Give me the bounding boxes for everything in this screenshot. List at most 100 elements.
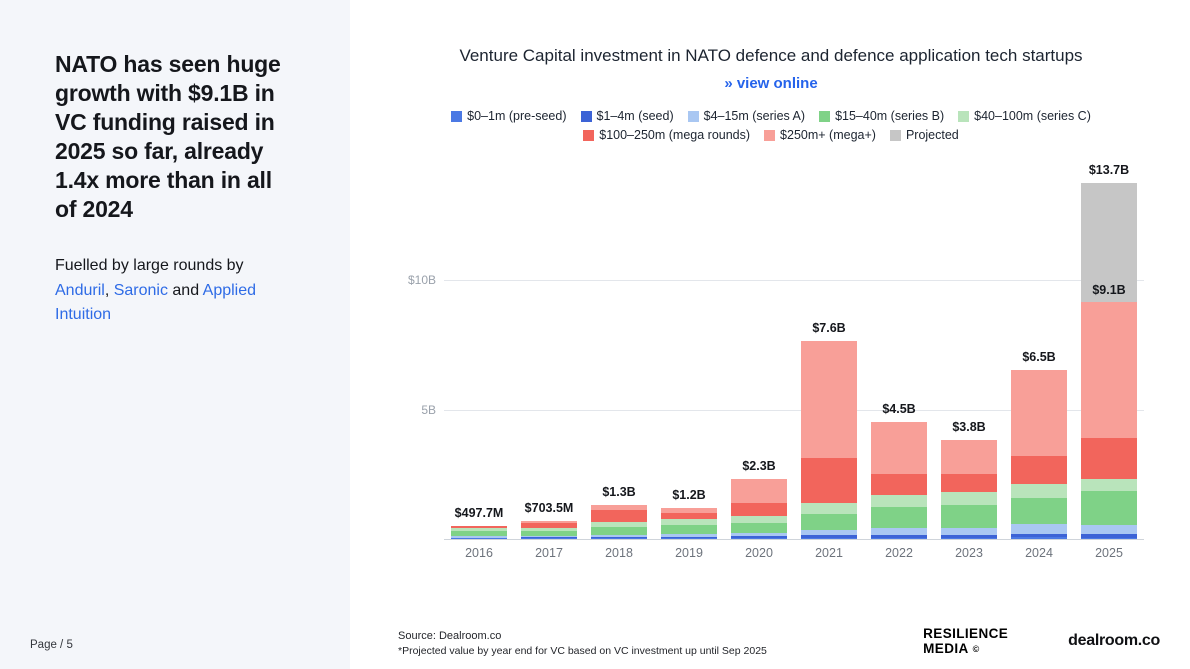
bar-segment	[661, 519, 717, 525]
x-axis-tick-label: 2025	[1095, 546, 1123, 560]
body-separator: and	[167, 281, 203, 299]
bar-segment	[731, 536, 787, 538]
bar-segment	[591, 534, 647, 537]
dealroom-logo: dealroom.co	[1068, 632, 1160, 650]
bar-segment	[1011, 484, 1067, 499]
bar-2024	[1011, 370, 1067, 539]
link-saronic[interactable]: Saronic	[113, 281, 168, 299]
resilience-media-logo: RESILIENCE MEDIA ©	[923, 626, 1008, 657]
legend-item: $1–4m (seed)	[580, 109, 674, 123]
bar-segment	[591, 527, 647, 535]
legend-item: $4–15m (series A)	[687, 109, 806, 123]
bar-segment	[661, 507, 717, 513]
bar-2018	[591, 505, 647, 539]
bar-total-label: $703.5M	[524, 500, 574, 515]
legend-swatch	[764, 129, 776, 141]
bar-total-label: $1.3B	[602, 485, 636, 500]
bar-segment	[731, 522, 787, 533]
bar-2019	[661, 507, 717, 539]
legend-label: $0–1m (pre-seed)	[467, 109, 567, 123]
bar-total-label: $497.7M	[454, 506, 504, 520]
bar-segment	[941, 528, 997, 535]
bar-segment	[941, 492, 997, 505]
footnote: *Projected value by year end for VC base…	[398, 645, 767, 657]
legend-label: $15–40m (series B)	[835, 109, 945, 123]
legend-label: $4–15m (series A)	[703, 109, 806, 123]
bar-2023	[941, 440, 997, 539]
bar-segment	[801, 458, 857, 503]
bar-2020	[731, 479, 787, 539]
bar-segment	[731, 537, 787, 539]
x-axis-tick-label: 2020	[745, 546, 773, 560]
bar-segment	[1081, 537, 1137, 539]
bar-segment	[871, 528, 927, 535]
bar-segment	[451, 526, 507, 529]
bar-segment	[661, 538, 717, 539]
bar-2021	[801, 341, 857, 539]
bar-segment	[661, 513, 717, 520]
x-axis-tick-label: 2023	[955, 546, 983, 560]
legend-swatch	[580, 110, 592, 122]
bar-segment	[1011, 455, 1067, 485]
x-axis-tick-label: 2016	[465, 546, 493, 560]
bar-segment	[521, 530, 577, 537]
source-block: Source: Dealroom.co *Projected value by …	[398, 630, 767, 657]
bar-segment	[521, 520, 577, 524]
legend-item: $0–1m (pre-seed)	[451, 109, 567, 123]
bar-segment	[871, 507, 927, 529]
bar-segment	[731, 533, 787, 537]
bar-segment	[451, 531, 507, 537]
bar-segment	[1081, 524, 1137, 534]
bar-segment	[871, 534, 927, 538]
bar-segment	[521, 536, 577, 538]
bar-segment	[1011, 537, 1067, 539]
bar-segment	[1011, 370, 1067, 456]
legend-swatch	[451, 110, 463, 122]
legend: $0–1m (pre-seed) $1–4m (seed) $4–15m (seri…	[381, 109, 1161, 142]
bar-segment	[451, 538, 507, 539]
legend-label: $250m+ (mega+)	[780, 128, 876, 142]
view-online-link[interactable]: » view online	[724, 75, 818, 92]
y-axis-tick-label: $10B	[407, 273, 436, 287]
link-applied-intuition[interactable]: Applied Intuition	[55, 281, 257, 324]
x-axis-tick-label: 2021	[815, 546, 843, 560]
link-anduril[interactable]: Anduril	[55, 281, 105, 299]
bar-segment	[1081, 437, 1137, 480]
bar-segment	[801, 514, 857, 530]
bar-total-label: $13.7B	[1088, 162, 1130, 177]
legend-label: $40–100m (series C)	[974, 109, 1091, 123]
legend-item: $250m+ (mega+)	[764, 128, 876, 142]
bar-segment	[941, 504, 997, 529]
main-content: Venture Capital investment in NATO defen…	[350, 0, 1190, 669]
bar-segment	[801, 341, 857, 459]
legend-label: $100–250m (mega rounds)	[599, 128, 751, 142]
bar-segment	[661, 524, 717, 535]
bar-segment	[731, 502, 787, 516]
legend-swatch	[583, 129, 595, 141]
bar-segment	[591, 521, 647, 528]
bar-segment	[1081, 302, 1137, 438]
bar-segment	[731, 479, 787, 503]
body-separator: ,	[104, 281, 114, 299]
bar-total-label: $4.5B	[882, 402, 916, 416]
bar-segment	[591, 536, 647, 539]
resilience-logo-line2: MEDIA	[923, 641, 969, 657]
bar-segment	[871, 422, 927, 474]
bar-segment	[451, 528, 507, 532]
bar-segment	[1081, 490, 1137, 525]
footer: Source: Dealroom.co *Projected value by …	[398, 626, 1160, 657]
body-text: Fuelled by large rounds by	[55, 256, 244, 274]
bar-segment	[871, 537, 927, 539]
bar-total-label: $3.8B	[952, 420, 986, 435]
bar-2017	[521, 520, 577, 539]
bar-segment	[941, 474, 997, 493]
bar-total-label: $7.6B	[812, 321, 846, 336]
chart-title: Venture Capital investment in NATO defen…	[459, 46, 1083, 65]
bar-segment	[731, 515, 787, 523]
copyright-icon: ©	[972, 644, 980, 655]
bar-segment	[871, 494, 927, 508]
legend-label: Projected	[905, 128, 959, 142]
gridline	[444, 280, 1144, 281]
bar-segment	[521, 538, 577, 539]
